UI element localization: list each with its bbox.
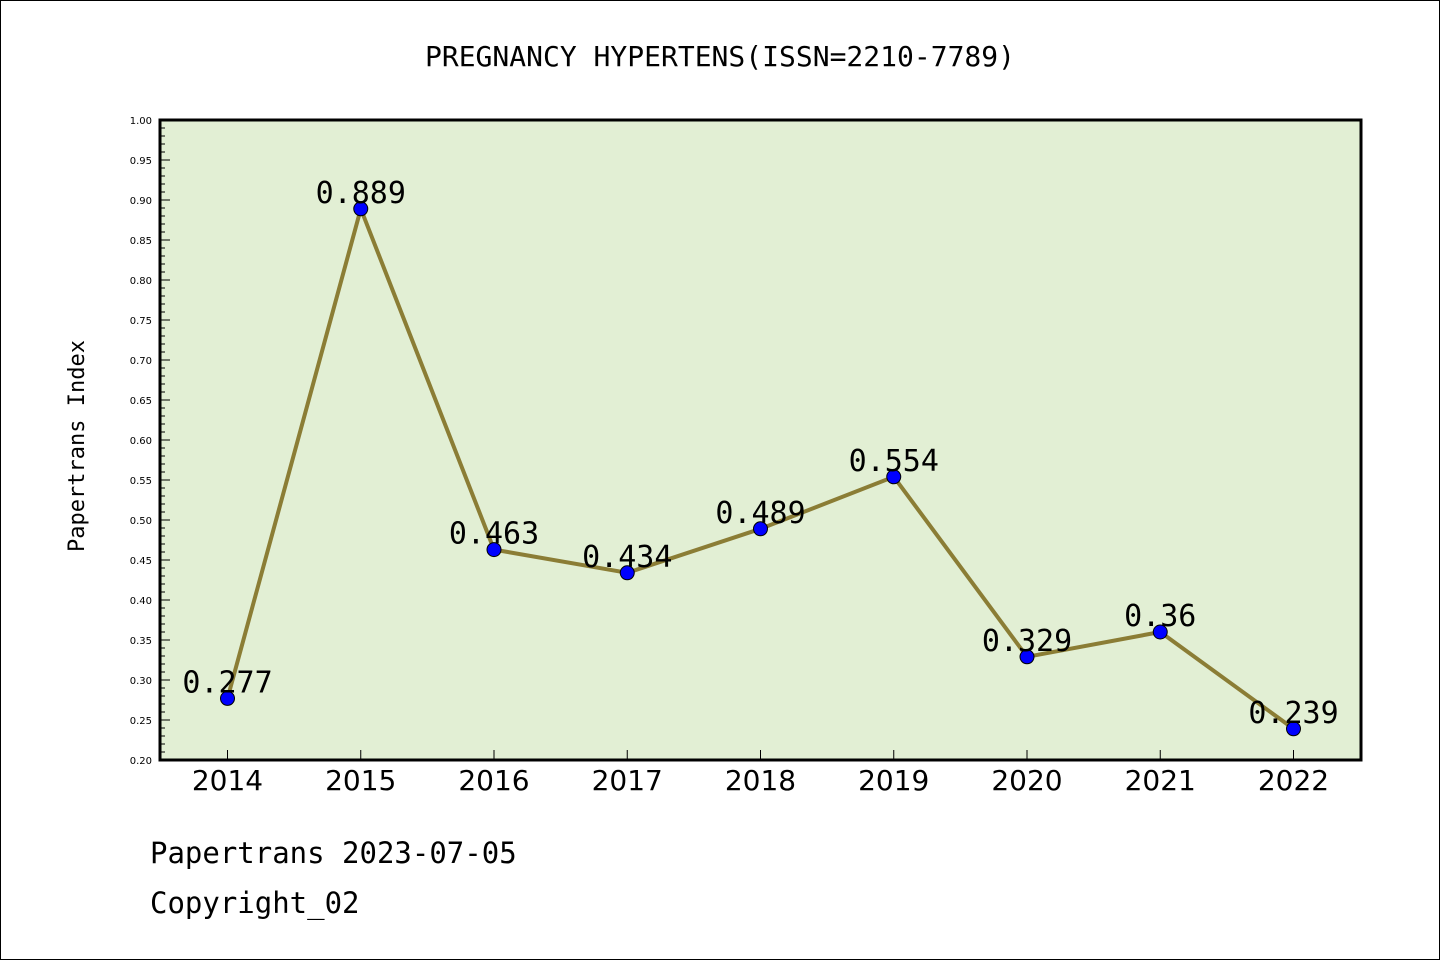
x-tick-label: 2016: [458, 764, 529, 797]
data-label: 0.329: [982, 624, 1072, 659]
y-tick-label: 0.80: [130, 276, 152, 287]
data-point-marker: [619, 565, 635, 581]
plot-area: [158, 118, 1363, 762]
x-tick-label: 2017: [592, 764, 663, 797]
y-tick-label: 0.55: [130, 476, 152, 487]
chart-title: PREGNANCY HYPERTENS(ISSN=2210-7789): [425, 40, 1015, 73]
data-point-marker: [1019, 649, 1035, 665]
y-tick-label: 0.30: [130, 676, 152, 687]
x-tick-label: 2021: [1125, 764, 1196, 797]
x-tick-label: 2022: [1258, 764, 1329, 797]
y-tick-label: 0.50: [130, 516, 152, 527]
y-axis-label: Papertrans Index: [65, 340, 90, 552]
y-tick-label: 0.20: [130, 756, 152, 767]
data-point-marker: [886, 469, 902, 485]
y-tick-label: 0.75: [130, 316, 152, 327]
x-tick-label: 2018: [725, 764, 796, 797]
data-label: 0.463: [449, 517, 539, 552]
data-label: 0.434: [582, 540, 672, 575]
data-point-marker: [220, 690, 235, 706]
y-tick-label: 0.90: [130, 196, 152, 207]
data-markers: [220, 201, 1301, 737]
data-point-marker: [1286, 721, 1301, 737]
y-tick-label: 0.45: [130, 556, 152, 567]
y-tick-label: 0.65: [130, 396, 152, 407]
x-tick-label: 2014: [192, 764, 263, 797]
data-point-marker: [353, 201, 369, 217]
data-point-marker: [753, 521, 768, 537]
data-label: 0.889: [316, 176, 406, 211]
x-tick-label: 2019: [858, 764, 929, 797]
y-axis-ticks: 0.20 0.25 0.30 0.35 0.40 0.45 0.50 0.55 0.60 0.65…: [130, 116, 170, 767]
data-label: 0.277: [182, 665, 272, 700]
y-tick-label: 1.00: [130, 116, 152, 127]
x-axis-ticks: 2014 2015 2016 2017 2018 2019 2020 2021 2022: [192, 750, 1329, 797]
x-tick-label: 2015: [325, 764, 396, 797]
y-tick-label: 0.40: [130, 596, 152, 607]
data-point-marker: [1152, 624, 1168, 640]
data-label: 0.36: [1124, 599, 1196, 634]
data-label: 0.239: [1248, 696, 1338, 731]
data-labels: 0.277 0.889 0.463 0.434 0.489 0.554 0.329 0.36 0…: [182, 176, 1338, 731]
footer-copyright: Copyright_02: [150, 886, 360, 920]
y-tick-label: 0.95: [130, 156, 152, 167]
data-label: 0.554: [849, 444, 939, 479]
data-label: 0.489: [715, 496, 805, 531]
y-tick-label: 0.60: [130, 436, 152, 447]
data-point-marker: [486, 542, 502, 558]
y-tick-label: 0.70: [130, 356, 152, 367]
y-tick-label: 0.85: [130, 236, 152, 247]
x-tick-label: 2020: [991, 764, 1062, 797]
y-tick-label: 0.35: [130, 636, 152, 647]
y-tick-label: 0.25: [130, 716, 152, 727]
footer-date: Papertrans 2023-07-05: [150, 836, 517, 870]
